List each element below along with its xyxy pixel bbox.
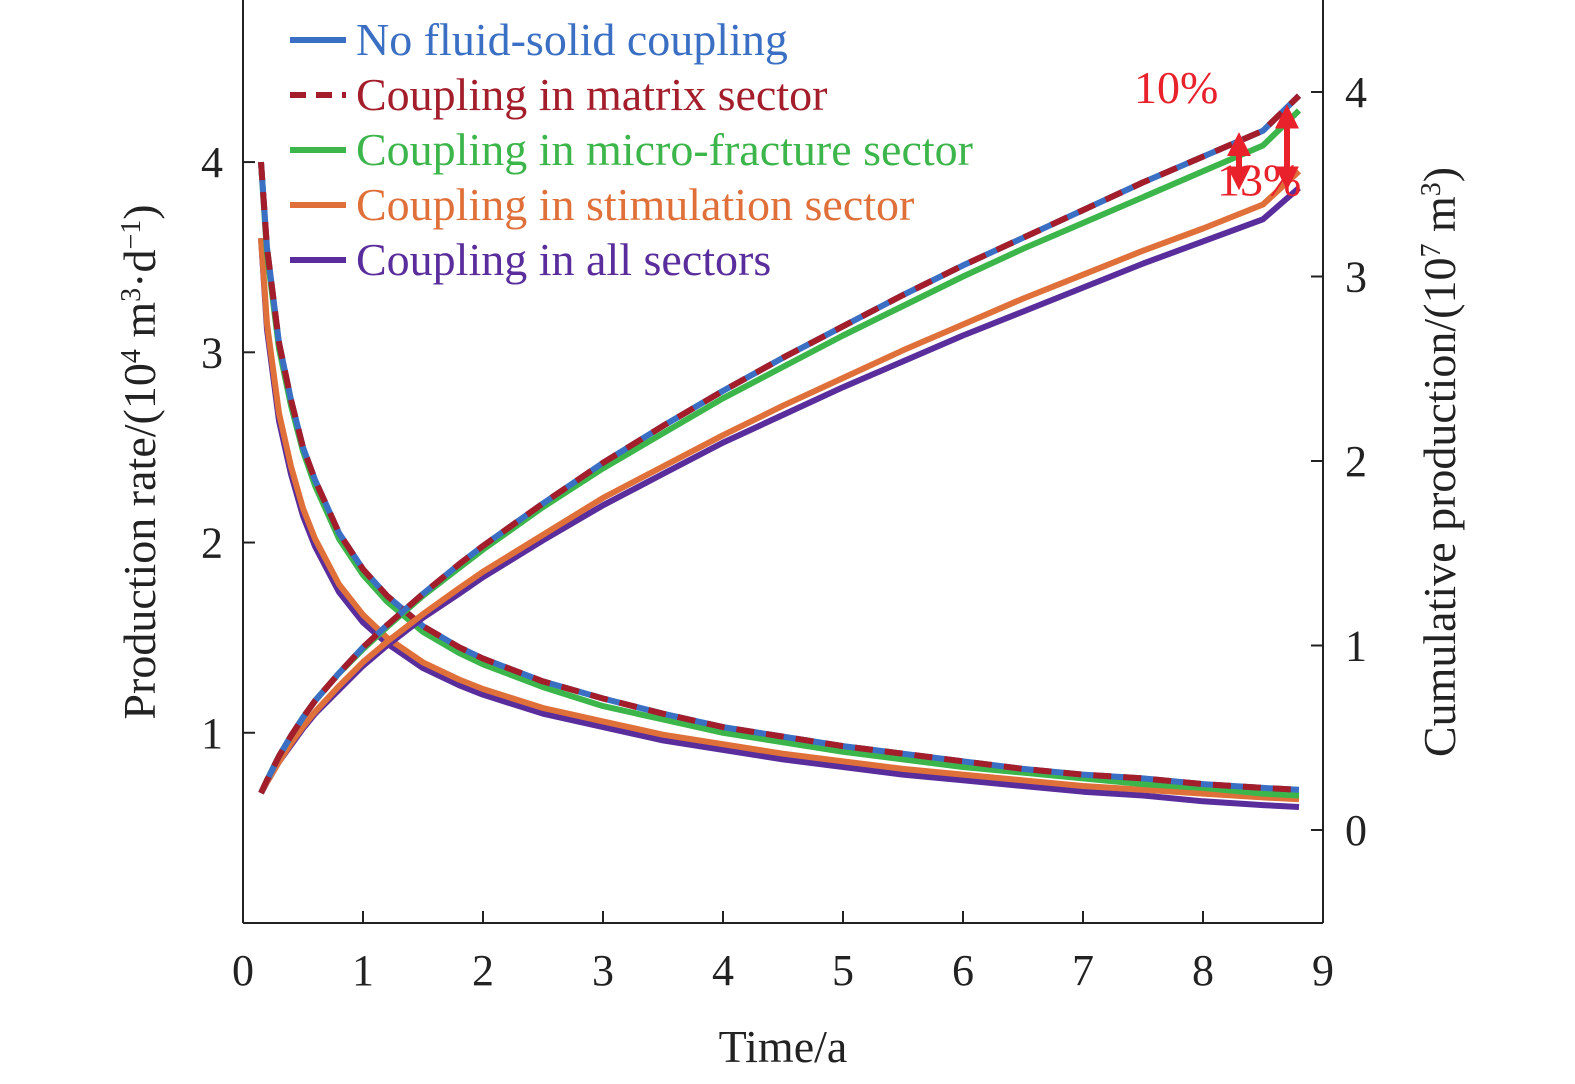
x-tick-label: 3	[592, 946, 614, 995]
x-axis-title: Time/a	[719, 1021, 848, 1072]
legend-label: Coupling in all sectors	[356, 234, 771, 285]
percentage-label: 10%	[1134, 62, 1218, 113]
series-line-coupling-in-stimulation-sector-right	[258, 169, 1302, 795]
x-tick-label: 2	[472, 946, 494, 995]
y-axis-right-title: Cumulative production/(107 m3)	[1414, 167, 1465, 757]
y-right-tick-label: 0	[1345, 806, 1367, 855]
x-tick-label: 0	[232, 946, 254, 995]
series-line-coupling-in-matrix-sector-right	[258, 93, 1302, 795]
axis-title-superscript: 4	[116, 349, 147, 363]
axis-title-part: )	[1414, 167, 1465, 182]
y-left-tick-label: 3	[201, 328, 223, 377]
percentage-label: 13%	[1217, 154, 1301, 205]
x-tick-label: 9	[1312, 946, 1334, 995]
y-axis-left-title: Production rate/(104 m3·d−1)	[114, 204, 165, 719]
y-left-tick-label: 4	[201, 138, 223, 187]
series-line-coupling-in-stimulation-sector-left	[258, 237, 1300, 803]
legend-label: Coupling in micro-fracture sector	[356, 124, 973, 175]
legend-label: Coupling in stimulation sector	[356, 179, 914, 230]
x-tick-label: 7	[1072, 946, 1094, 995]
x-tick-label: 1	[352, 946, 374, 995]
y-right-tick-label: 3	[1345, 253, 1367, 302]
x-tick-label: 8	[1192, 946, 1214, 995]
x-tick-label: 5	[832, 946, 854, 995]
axis-title-part: m	[114, 302, 165, 350]
axis-title-superscript: 3	[1416, 182, 1447, 196]
axis-title-part: )	[114, 204, 165, 219]
y-left-tick-label: 2	[201, 519, 223, 568]
y-left-tick-label: 1	[201, 709, 223, 758]
x-tick-label: 4	[712, 946, 734, 995]
series-line-coupling-in-matrix-sector-left	[258, 161, 1300, 793]
axis-title-superscript: 3	[116, 288, 147, 302]
axis-title-part: Production rate/(10	[114, 363, 165, 719]
y-right-tick-label: 1	[1345, 622, 1367, 671]
annotation-layer: 10% 13%	[1134, 62, 1301, 205]
y-right-tick-label: 4	[1345, 68, 1367, 117]
axes: 0 1 2 3 4 5 6 7 8 9 1 2 3 4 0 1 2 3 4 Time/a Production rate…	[114, 0, 1465, 1072]
x-tick-label: 6	[952, 946, 974, 995]
series-layer	[258, 93, 1302, 810]
axis-title-part: ·d	[114, 250, 165, 288]
y-right-tick-label: 2	[1345, 437, 1367, 486]
axis-title-part: Cumulative production/(10	[1414, 258, 1465, 758]
legend-label: No fluid-solid coupling	[356, 14, 788, 65]
legend-label: Coupling in matrix sector	[356, 69, 827, 120]
axis-title-superscript: −1	[116, 220, 147, 250]
axis-title-part: m	[1414, 196, 1465, 244]
axis-title-superscript: 7	[1416, 244, 1447, 258]
series-line-coupling-in-all-sectors-left	[258, 238, 1300, 810]
